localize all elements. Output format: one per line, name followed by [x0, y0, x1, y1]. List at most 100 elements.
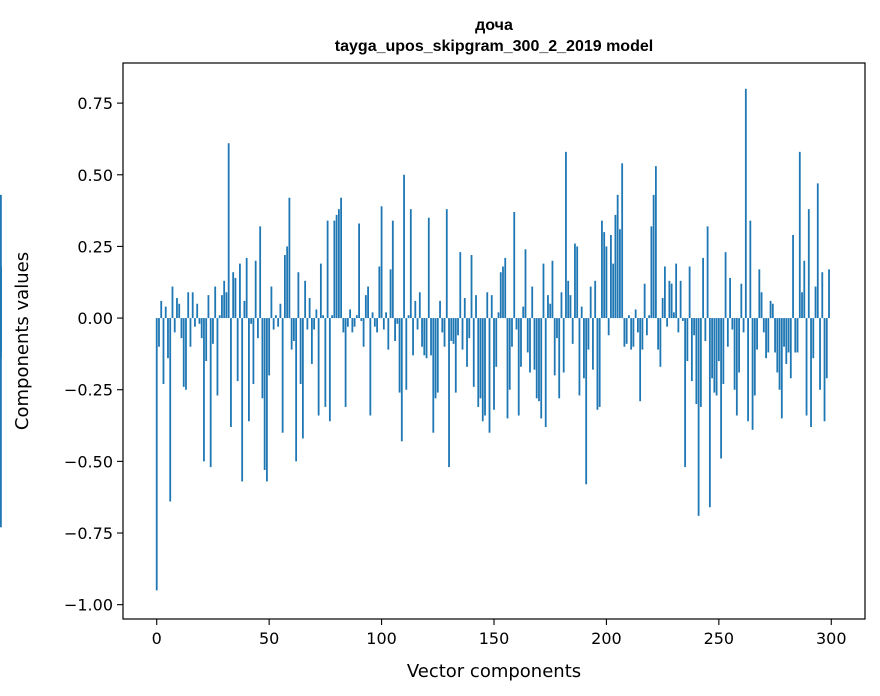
bar-87 [351, 318, 354, 333]
bar-197 [598, 318, 601, 407]
bar-161 [517, 318, 520, 416]
bar-235 [684, 318, 687, 468]
bar-210 [628, 315, 630, 319]
bar-128 [443, 318, 446, 347]
bar-0 [155, 318, 158, 591]
bar-246 [708, 318, 711, 508]
bar-212 [632, 318, 635, 347]
bar-204 [614, 214, 617, 319]
bar-222 [654, 166, 657, 319]
bar-280 [785, 318, 788, 364]
bar-110 [403, 174, 405, 319]
bar-239 [693, 318, 696, 336]
bar-200 [605, 246, 608, 319]
bar-96 [371, 312, 374, 319]
bar-174 [547, 295, 549, 319]
bar-62 [295, 318, 298, 462]
bar-209 [625, 318, 628, 344]
bar-242 [699, 318, 702, 407]
bar-53 [275, 315, 277, 319]
bar-185 [571, 318, 574, 344]
bar-192 [587, 318, 590, 350]
bar-21 [203, 318, 205, 462]
bar-252 [722, 318, 725, 384]
bar-164 [524, 249, 527, 319]
bar-83 [342, 318, 345, 333]
bar-187 [576, 246, 579, 319]
bar-228 [668, 280, 671, 319]
bar-226 [663, 266, 666, 319]
bar-102 [385, 312, 387, 319]
bar-274 [771, 303, 774, 319]
bar-296 [821, 272, 824, 319]
y-tick-label: −0.75 [64, 524, 113, 543]
bar-45 [257, 318, 259, 339]
bar-47 [261, 318, 264, 399]
bar-129 [445, 209, 448, 319]
bar-297 [823, 318, 826, 422]
bar-117 [418, 292, 421, 319]
bar-196 [596, 318, 599, 410]
y-tick-label: −0.50 [64, 452, 113, 471]
bar-89 [355, 315, 358, 319]
x-tick-label: 200 [591, 629, 622, 648]
bar-295 [819, 318, 821, 390]
bar-260 [740, 283, 743, 319]
bar-14 [187, 292, 190, 319]
bar-123 [432, 318, 435, 433]
bar-154 [502, 266, 504, 319]
bar-160 [515, 318, 518, 330]
bar-124 [434, 318, 437, 399]
bar-255 [729, 277, 731, 319]
bar-269 [760, 292, 763, 319]
chart-title: доча [475, 17, 513, 34]
bar-25 [212, 318, 214, 344]
bar-66 [304, 280, 307, 319]
bar-262 [744, 88, 747, 319]
bar-135 [459, 252, 462, 319]
bar-33 [230, 318, 232, 427]
bar-132 [452, 318, 455, 344]
y-tick-label: 0.00 [77, 309, 113, 328]
bar-201 [607, 318, 610, 336]
bar-238 [690, 318, 693, 382]
bar-91 [360, 318, 363, 321]
bar-183 [567, 280, 570, 319]
bar-189 [580, 306, 583, 319]
x-axis-ticks: 0 50 100 150 200 250 300 [152, 619, 847, 648]
bar-205 [616, 194, 619, 319]
bar-6 [169, 318, 172, 502]
bar-168 [533, 318, 536, 370]
bar-230 [672, 312, 675, 319]
bar-68 [308, 298, 311, 319]
bar-56 [281, 318, 284, 433]
bar-8 [173, 318, 176, 333]
bar-41 [248, 318, 250, 422]
bar-172 [542, 263, 545, 319]
bar-64 [299, 318, 302, 384]
bar-284 [794, 318, 797, 353]
bar-140 [470, 255, 473, 319]
bar-139 [468, 318, 471, 339]
bar-138 [466, 318, 468, 367]
y-tick-label: 0.75 [77, 94, 113, 113]
bar-177 [553, 318, 556, 376]
bar-136 [461, 318, 464, 350]
bar-46 [259, 226, 262, 319]
bar-112 [407, 315, 410, 319]
bar-147 [486, 292, 489, 319]
bar-245 [706, 226, 709, 319]
x-axis-label: Vector components [407, 661, 581, 682]
bar-104 [389, 269, 392, 319]
bar-258 [735, 318, 738, 416]
bar-44 [254, 260, 257, 319]
bar-219 [648, 315, 651, 319]
bar-131 [450, 318, 453, 341]
bar-38 [241, 318, 244, 482]
x-tick-label: 100 [366, 629, 397, 648]
bar-133 [454, 318, 457, 393]
bar-275 [774, 318, 776, 353]
bar-178 [556, 318, 558, 339]
bar-58 [286, 246, 289, 319]
bar-84 [344, 318, 347, 407]
